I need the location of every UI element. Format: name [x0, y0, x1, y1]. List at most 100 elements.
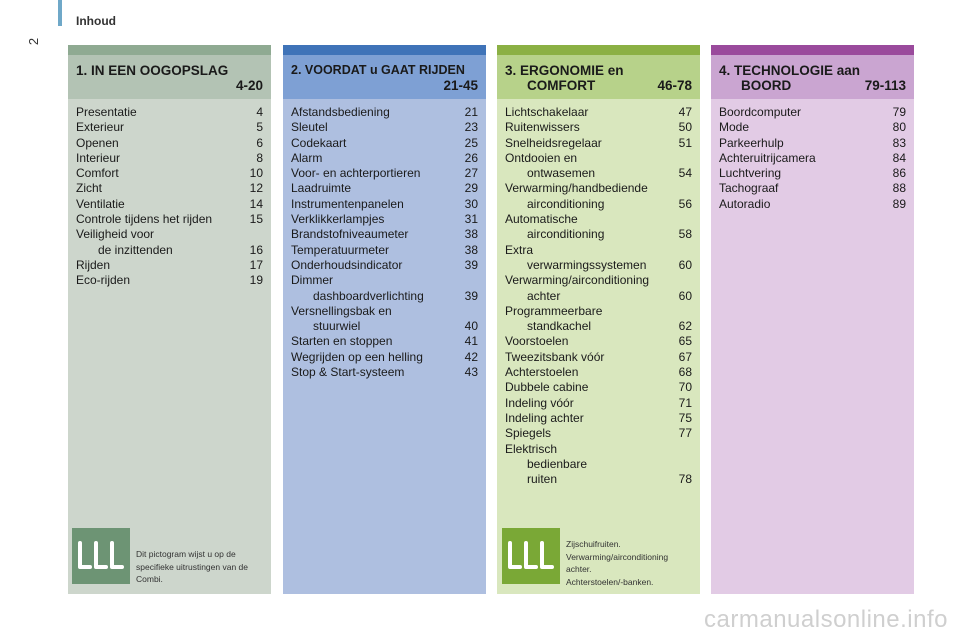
column-1-band [68, 45, 271, 55]
toc-entry[interactable]: bedienbare [505, 457, 692, 472]
toc-entry[interactable]: ontwasemen 54 [505, 166, 692, 181]
toc-entry-page: 41 [464, 334, 478, 349]
toc-entry-page: 26 [464, 150, 478, 165]
toc-entry[interactable]: Temperatuurmeter 38 [291, 243, 478, 258]
toc-entry[interactable]: Versnellingsbak en [291, 304, 478, 319]
toc-entry[interactable]: Veiligheid voor [76, 227, 263, 242]
toc-entry-title: Verwarming/airconditioning [505, 273, 650, 288]
toc-entry-page: 30 [464, 196, 478, 211]
toc-entry[interactable]: Presentatie 4 [76, 105, 263, 120]
toc-entry[interactable]: Eco-rijden 19 [76, 273, 263, 288]
toc-entry[interactable]: Onderhoudsindicator 39 [291, 258, 478, 273]
toc-entry-title: Codekaart [291, 135, 347, 150]
toc-entry[interactable]: Starten en stoppen 41 [291, 334, 478, 349]
toc-entry-page: 54 [678, 166, 692, 181]
toc-entry[interactable]: Laadruimte 29 [291, 181, 478, 196]
toc-entry-title: Stop & Start-systeem [291, 365, 405, 380]
toc-entry[interactable]: Alarm 26 [291, 151, 478, 166]
toc-entry-page: 40 [464, 319, 478, 334]
toc-entry[interactable]: Openen 6 [76, 136, 263, 151]
toc-entry[interactable]: Verwarming/airconditioning [505, 273, 692, 288]
toc-entry-page: 56 [678, 196, 692, 211]
toc-entry[interactable]: Indeling vóór 71 [505, 396, 692, 411]
toc-entry[interactable]: Comfort 10 [76, 166, 263, 181]
toc-entry[interactable]: Voorstoelen 65 [505, 334, 692, 349]
toc-entry-page: 68 [678, 365, 692, 380]
toc-entry[interactable]: verwarmingssystemen 60 [505, 258, 692, 273]
toc-entry[interactable]: Autoradio 89 [719, 197, 906, 212]
column-4-band [711, 45, 914, 55]
toc-entry[interactable]: Achterstoelen 68 [505, 365, 692, 380]
seats-icon [502, 528, 560, 584]
toc-entry-page: 84 [892, 150, 906, 165]
toc-entry[interactable]: stuurwiel 40 [291, 319, 478, 334]
toc-entry[interactable]: Sleutel 23 [291, 120, 478, 135]
toc-entry-title: Sleutel [291, 120, 328, 135]
toc-entry[interactable]: Dimmer [291, 273, 478, 288]
toc-entry[interactable]: Ruitenwissers 50 [505, 120, 692, 135]
toc-entry[interactable]: Interieur 8 [76, 151, 263, 166]
toc-entry-title: stuurwiel [313, 319, 361, 334]
toc-entry[interactable]: Stop & Start-systeem 43 [291, 365, 478, 380]
toc-entry-page: 12 [249, 181, 263, 196]
toc-entry[interactable]: Tweezitsbank vóór 67 [505, 350, 692, 365]
toc-entry[interactable]: Controle tijdens het rijden 15 [76, 212, 263, 227]
toc-entry[interactable]: Mode 80 [719, 120, 906, 135]
toc-entry[interactable]: Lichtschakelaar 47 [505, 105, 692, 120]
toc-entry[interactable]: Achteruitrijcamera 84 [719, 151, 906, 166]
toc-entry[interactable]: Ontdooien en [505, 151, 692, 166]
toc-entry[interactable]: Voor- en achterportieren 27 [291, 166, 478, 181]
toc-entry[interactable]: standkachel 62 [505, 319, 692, 334]
toc-entry[interactable]: Rijden 17 [76, 258, 263, 273]
toc-entry-page: 79 [892, 105, 906, 119]
toc-entry[interactable]: Boordcomputer 79 [719, 105, 906, 120]
toc-entry[interactable]: Luchtvering 86 [719, 166, 906, 181]
toc-entry[interactable]: Exterieur 5 [76, 120, 263, 135]
toc-entry[interactable]: Programmeerbare [505, 304, 692, 319]
toc-entry-title: Brandstofniveaumeter [291, 227, 409, 242]
toc-entry-title: Veiligheid voor [76, 227, 155, 242]
toc-entry-title: Controle tijdens het rijden [76, 212, 213, 227]
toc-entry[interactable]: airconditioning 56 [505, 197, 692, 212]
toc-entry-title: Mode [719, 120, 750, 135]
toc-entry-title: Onderhoudsindicator [291, 257, 403, 272]
toc-entry[interactable]: Spiegels 77 [505, 426, 692, 441]
column-3-title-cont: COMFORT [527, 78, 596, 93]
toc-entry[interactable]: Zicht 12 [76, 181, 263, 196]
toc-entry-title: bedienbare [527, 456, 588, 471]
toc-entry[interactable]: Verwarming/handbediende [505, 181, 692, 196]
toc-entry[interactable]: de inzittenden 16 [76, 243, 263, 258]
toc-entry[interactable]: Afstandsbediening 21 [291, 105, 478, 120]
toc-entry-title: Indeling vóór [505, 395, 574, 410]
column-1-pages: 4-20 [235, 78, 263, 93]
toc-entry[interactable]: Instrumentenpanelen 30 [291, 197, 478, 212]
toc-entry[interactable]: Ventilatie 14 [76, 197, 263, 212]
toc-entry-page: 58 [678, 227, 692, 242]
note-combi: Dit pictogram wijst u op de specifieke u… [72, 528, 267, 586]
toc-entry[interactable]: Codekaart 25 [291, 136, 478, 151]
toc-entry-title: Versnellingsbak en [291, 303, 392, 318]
column-1: 1. IN EEN OOGOPSLAG 4-20 Presentatie 4 Ext… [68, 45, 271, 594]
toc-entry[interactable]: Verklikkerlampjes 31 [291, 212, 478, 227]
toc-entry[interactable]: Snelheidsregelaar 51 [505, 136, 692, 151]
toc-entry[interactable]: Parkeerhulp 83 [719, 136, 906, 151]
toc-entry[interactable]: achter 60 [505, 289, 692, 304]
toc-entry[interactable]: Tachograaf 88 [719, 181, 906, 196]
toc-entry[interactable]: Wegrijden op een helling 42 [291, 350, 478, 365]
note-options: Zijschuifruiten. Verwarming/aircondition… [502, 528, 697, 588]
toc-entry[interactable]: Brandstofniveaumeter 38 [291, 227, 478, 242]
toc-entry[interactable]: Automatische [505, 212, 692, 227]
toc-entry-title: dashboardverlichting [313, 288, 424, 303]
toc-entry[interactable]: Elektrisch [505, 442, 692, 457]
toc-entry-page: 50 [678, 120, 692, 135]
toc-entry[interactable]: Extra [505, 243, 692, 258]
toc-entry[interactable]: ruiten 78 [505, 472, 692, 487]
toc-entry[interactable]: Dubbele cabine 70 [505, 380, 692, 395]
toc-entry[interactable]: Indeling achter 75 [505, 411, 692, 426]
toc-entry-page: 88 [892, 181, 906, 196]
toc-entry-page: 75 [678, 410, 692, 425]
toc-entry-title: Boordcomputer [719, 105, 802, 119]
toc-entry[interactable]: airconditioning 58 [505, 227, 692, 242]
toc-entry-page: 25 [464, 135, 478, 150]
toc-entry[interactable]: dashboardverlichting 39 [291, 289, 478, 304]
